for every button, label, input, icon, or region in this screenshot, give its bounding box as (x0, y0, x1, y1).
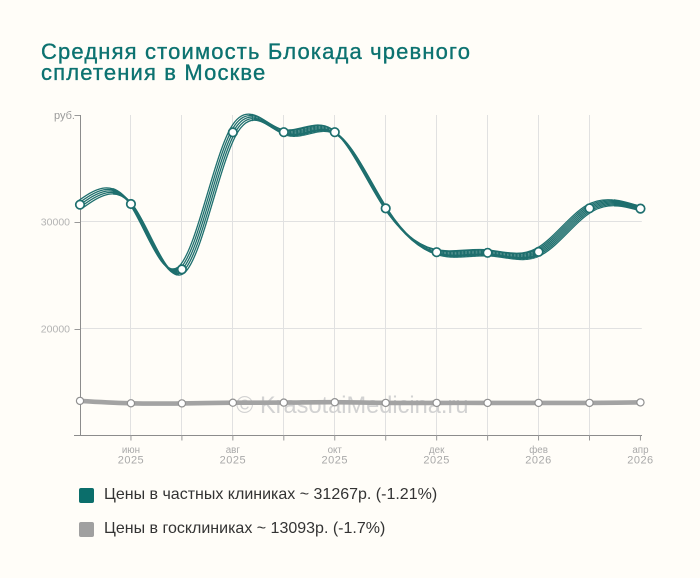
svg-text:авг: авг (226, 445, 241, 456)
svg-text:2026: 2026 (525, 455, 551, 467)
svg-text:апр: апр (632, 445, 649, 456)
svg-text:20000: 20000 (41, 324, 70, 336)
svg-text:© KrasotaiMedicina.ru: © KrasotaiMedicina.ru (236, 393, 468, 419)
svg-text:2026: 2026 (627, 455, 653, 467)
svg-text:июн: июн (122, 445, 140, 456)
svg-text:дек: дек (429, 445, 445, 456)
svg-text:окт: окт (328, 445, 343, 456)
svg-text:руб.: руб. (54, 110, 75, 122)
svg-text:30000: 30000 (41, 217, 70, 229)
svg-text:2025: 2025 (423, 455, 449, 467)
svg-text:2025: 2025 (220, 455, 246, 467)
svg-text:фев: фев (529, 445, 548, 456)
svg-text:2025: 2025 (322, 455, 348, 467)
svg-text:2025: 2025 (118, 455, 144, 467)
